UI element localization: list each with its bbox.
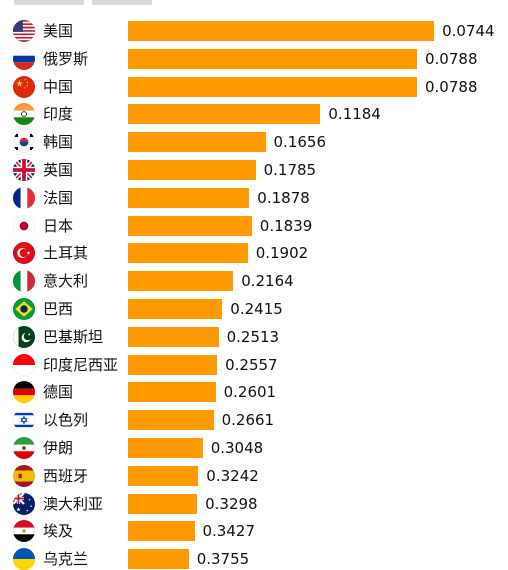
value-label: 0.1839	[259, 216, 313, 235]
value-label: 0.2557	[225, 355, 278, 374]
flag-ir-icon	[13, 437, 35, 459]
flag-de-icon	[13, 381, 35, 404]
bar	[128, 410, 214, 431]
category-label: 巴西	[43, 300, 74, 318]
bar	[128, 104, 321, 125]
category-label: 土耳其	[43, 244, 89, 263]
flag-br-icon	[13, 298, 35, 320]
category-label: 法国	[43, 188, 74, 207]
bar	[128, 271, 234, 292]
value-label: 0.1902	[255, 244, 309, 263]
flag-pk-icon	[13, 325, 35, 348]
flag-au-icon	[13, 492, 35, 515]
flag-id-icon	[13, 353, 35, 376]
category-label: 英国	[43, 161, 74, 179]
flag-jp-icon	[13, 214, 35, 237]
value-label: 0.3427	[202, 522, 256, 541]
flag-ua-icon	[13, 548, 35, 570]
value-label: 0.2661	[221, 411, 275, 430]
value-label: 0.1785	[263, 161, 317, 179]
flag-es-icon	[13, 464, 35, 487]
value-label: 0.3048	[210, 439, 264, 457]
flag-gb-icon	[13, 159, 35, 181]
category-label: 韩国	[43, 133, 74, 152]
bar	[128, 132, 266, 153]
bar	[128, 382, 216, 403]
category-label: 印度尼西亚	[43, 355, 119, 374]
category-label: 巴基斯坦	[43, 327, 104, 346]
flag-fr-icon	[13, 186, 35, 209]
value-label: 0.0788	[425, 49, 478, 68]
category-label: 日本	[43, 216, 74, 235]
value-label: 0.3298	[205, 494, 258, 513]
category-label: 中国	[43, 77, 74, 96]
bar	[128, 326, 219, 347]
category-label: 西班牙	[43, 466, 89, 485]
value-label: 0.2415	[230, 300, 283, 318]
value-label: 0.2164	[241, 272, 294, 291]
bar	[128, 549, 189, 570]
flag-il-icon	[13, 409, 35, 432]
category-label: 俄罗斯	[43, 49, 89, 68]
bar	[128, 21, 435, 41]
flag-eg-icon	[13, 520, 35, 543]
category-label: 乌克兰	[43, 550, 89, 569]
value-label: 0.2601	[223, 383, 277, 402]
bar	[128, 438, 203, 458]
bar	[128, 215, 252, 236]
value-label: 0.1184	[328, 105, 381, 124]
bar	[128, 521, 195, 542]
category-label: 印度	[43, 105, 74, 124]
flag-kr-icon	[13, 131, 35, 154]
bar	[128, 299, 223, 319]
value-label: 0.1878	[257, 188, 310, 207]
bar	[128, 493, 198, 514]
category-label: 埃及	[43, 522, 74, 541]
flag-us-icon	[13, 20, 35, 42]
value-label: 0.0788	[425, 77, 478, 96]
bar	[128, 76, 417, 97]
bar	[128, 354, 218, 375]
value-label: 0.1656	[273, 133, 327, 152]
value-label: 0.2513	[226, 327, 280, 346]
category-label: 以色列	[43, 411, 89, 430]
flag-tr-icon	[13, 242, 35, 265]
bar	[128, 187, 250, 208]
flag-ru-icon	[13, 47, 35, 70]
value-label: 0.3755	[196, 550, 250, 569]
bar	[128, 160, 256, 180]
bar	[128, 48, 417, 69]
value-label: 0.3242	[206, 466, 259, 485]
category-label: 美国	[43, 22, 74, 40]
bar	[128, 465, 199, 486]
cropped-header	[0, 0, 508, 7]
category-label: 德国	[43, 383, 74, 402]
category-label: 伊朗	[43, 439, 74, 457]
flag-cn-icon	[13, 75, 35, 98]
category-label: 意大利	[43, 272, 89, 291]
value-label: 0.0744	[442, 22, 495, 40]
flag-it-icon	[13, 270, 35, 293]
category-label: 澳大利亚	[43, 494, 104, 513]
bar	[128, 243, 248, 264]
flag-in-icon	[13, 103, 35, 126]
